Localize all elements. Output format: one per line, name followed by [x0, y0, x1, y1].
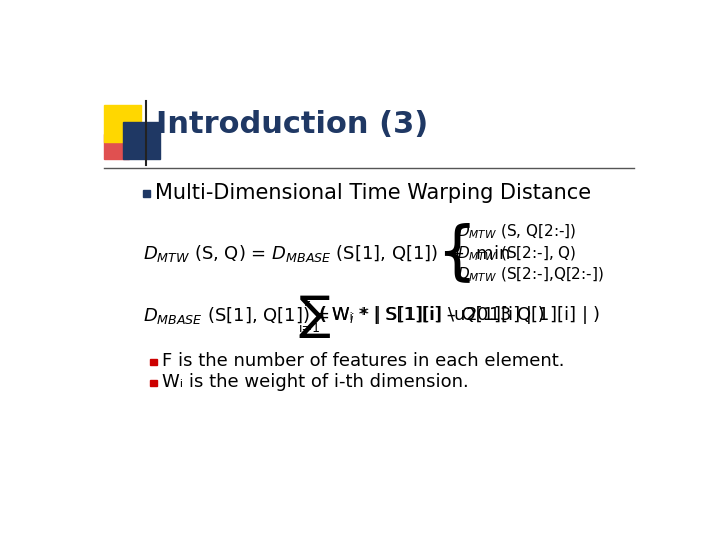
Text: $\{$: $\{$: [436, 221, 470, 285]
Text: Multi-Dimensional Time Warping Distance: Multi-Dimensional Time Warping Distance: [155, 183, 591, 202]
Text: $D_{MTW}$ (S[2:-],Q[2:-]): $D_{MTW}$ (S[2:-],Q[2:-]): [457, 266, 604, 284]
Bar: [104, 105, 141, 142]
Text: $D_{MBASE}$ (S[1], Q[1]) =: $D_{MBASE}$ (S[1], Q[1]) =: [143, 305, 332, 326]
Text: $\sum$: $\sum$: [297, 293, 330, 340]
Text: i=1: i=1: [300, 322, 321, 335]
Bar: [104, 134, 129, 159]
Text: Introduction (3): Introduction (3): [156, 110, 428, 139]
Text: F: F: [304, 296, 311, 309]
Bar: [143, 190, 150, 197]
Text: Wᵢ is the weight of i-th dimension.: Wᵢ is the weight of i-th dimension.: [162, 373, 469, 391]
Text: $D_{MTW}$ (S, Q) = $D_{MBASE}$ (S[1], Q[1])  +  min: $D_{MTW}$ (S, Q) = $D_{MBASE}$ (S[1], Q[…: [143, 243, 510, 264]
Bar: [150, 380, 157, 386]
Bar: [122, 122, 160, 159]
Text: ( Wᵢ * | S[1][i] – Q[1][i] | ): ( Wᵢ * | S[1][i] – Q[1][i] | ): [320, 306, 545, 324]
Bar: [150, 359, 157, 365]
Text: $D_{MTW}$ (S, Q[2:-]): $D_{MTW}$ (S, Q[2:-]): [457, 222, 577, 241]
Text: ( W$_i$ * | S[1][i] \u2013 Q[1][i] | ): ( W$_i$ * | S[1][i] \u2013 Q[1][i] | ): [320, 304, 600, 326]
Text: $D_{MTW}$ (S[2:-], Q): $D_{MTW}$ (S[2:-], Q): [457, 244, 577, 262]
Text: F is the number of features in each element.: F is the number of features in each elem…: [162, 352, 564, 370]
